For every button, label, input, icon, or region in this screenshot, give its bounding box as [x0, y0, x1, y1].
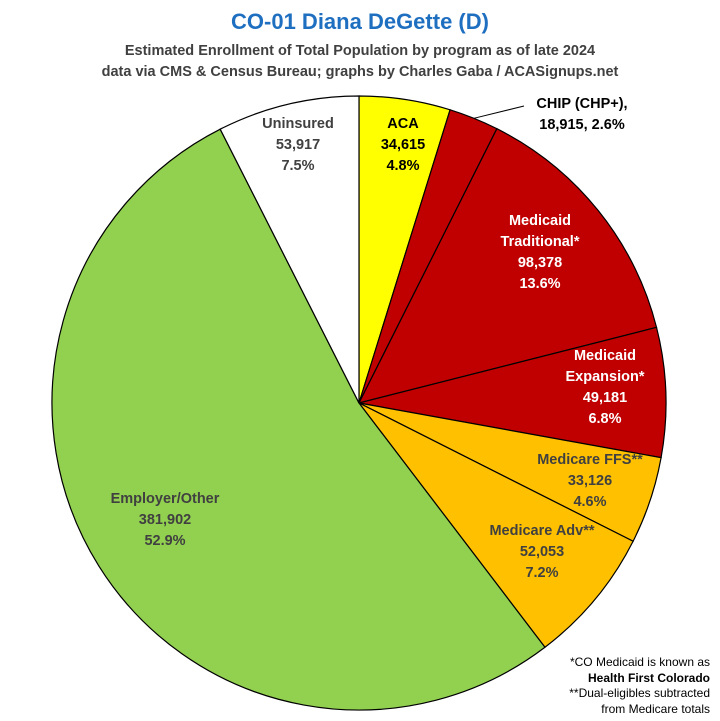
data-label-uninsured: Uninsured 53,917 7.5%: [262, 116, 334, 174]
chart-title: CO-01 Diana DeGette (D): [231, 9, 489, 34]
data-label-medicaid-traditional: Medicaid Traditional* 98,378 13.6%: [501, 213, 580, 292]
footnote-medicaid-name: *CO Medicaid is known as: [569, 655, 710, 669]
footnotes: *CO Medicaid is known as Health First Co…: [490, 655, 710, 717]
data-label-aca: ACA 34,615 4.8%: [381, 116, 425, 174]
pie-slice-employer-other: [51, 128, 546, 711]
pie-slice-medicare-adv: [358, 402, 634, 649]
chart-subtitle-line1: Estimated Enrollment of Total Population…: [124, 43, 596, 59]
data-label-medicare-adv: Medicare Adv** 52,053 7.2%: [489, 523, 594, 581]
pie-slice-medicaid-traditional: [357, 127, 658, 404]
data-label-medicaid-expansion: Medicaid Expansion* 49,181 6.8%: [566, 348, 645, 427]
data-label-employer-other: Employer/Other 381,902 52.9%: [111, 491, 220, 549]
chip-leader-line: [473, 105, 525, 119]
pie-slice-uninsured: [219, 95, 360, 404]
pie-slice-medicaid-expansion: [358, 326, 667, 459]
footnote-dual-eligibles: **Dual-eligibles subtracted: [569, 686, 710, 700]
chart-subtitle-line2: data via CMS & Census Bureau; graphs by …: [101, 64, 619, 80]
footnote-medicaid-brand: Health First Colorado: [587, 670, 710, 685]
footnote-medicare-totals: from Medicare totals: [601, 701, 710, 716]
data-label-medicare-ffs: Medicare FFS** 33,126 4.6%: [537, 452, 643, 510]
data-label-chip-chp: CHIP (CHP+), 18,915, 2.6%: [536, 96, 627, 133]
